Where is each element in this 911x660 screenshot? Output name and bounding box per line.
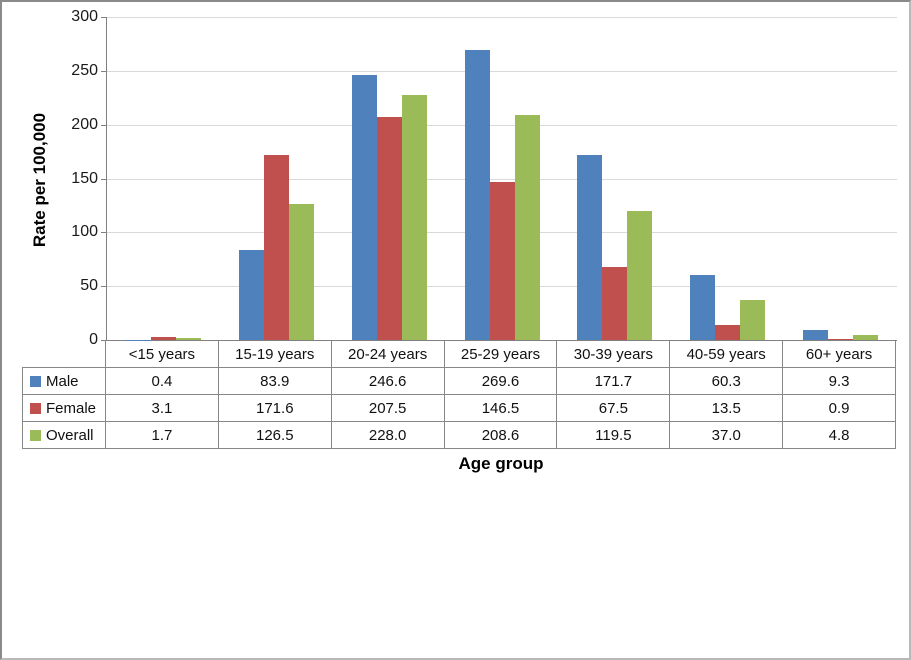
value-overall-20-24-years: 228.0 [331,422,445,449]
bar-male-25-29-years [464,49,490,340]
value-male-30-39-years: 171.7 [557,368,671,395]
bar-overall-15-years [175,338,201,340]
value-overall-15-19-years: 126.5 [218,422,332,449]
bar-female-40-59-years [715,325,741,340]
y-tick-label: 200 [71,115,98,133]
y-tick-mark [101,340,106,341]
table-corner-cell [22,341,106,368]
bar-male-30-39-years [577,155,603,340]
series-name: Overall [46,426,94,444]
y-tick-mark [101,17,106,18]
series-name: Male [46,372,79,390]
value-male-20-24-years: 246.6 [331,368,445,395]
category-header-20-24-years: 20-24 years [331,341,445,368]
series-label-female: Female [22,395,106,422]
y-tick-mark [101,124,106,126]
value-female-60-years: 0.9 [783,395,896,422]
category-header-60-years: 60+ years [783,341,896,368]
value-female-15-years: 3.1 [106,395,219,422]
y-tick-mark [101,178,106,180]
value-overall-40-59-years: 37.0 [670,422,784,449]
value-male-15-19-years: 83.9 [218,368,332,395]
value-female-30-39-years: 67.5 [557,395,671,422]
bar-overall-60-years [853,334,879,340]
value-male-40-59-years: 60.3 [670,368,784,395]
bar-male-60-years [803,330,829,340]
bar-overall-20-24-years [401,94,427,340]
y-tick-mark [101,232,106,234]
bar-overall-40-59-years [740,300,766,340]
gridline [107,178,897,180]
legend-swatch-male [30,375,41,387]
bar-male-20-24-years [351,74,377,340]
bar-overall-15-19-years [288,203,314,340]
bar-overall-30-39-years [627,211,653,340]
bar-female-30-39-years [602,267,628,340]
y-tick-label: 250 [71,61,98,79]
series-name: Female [46,399,97,417]
plot-area [106,17,897,341]
y-tick-mark [101,286,106,288]
value-female-20-24-years: 207.5 [331,395,445,422]
category-header-30-39-years: 30-39 years [557,341,671,368]
bar-female-60-years [828,339,854,340]
category-header-15-years: <15 years [106,341,219,368]
bar-male-15-19-years [238,249,264,340]
y-tick-label: 100 [71,223,98,241]
value-overall-30-39-years: 119.5 [557,422,671,449]
category-header-15-19-years: 15-19 years [218,341,332,368]
value-male-15-years: 0.4 [106,368,219,395]
x-axis-title: Age group [458,454,544,473]
bar-female-25-29-years [489,182,515,340]
category-header-25-29-years: 25-29 years [444,341,558,368]
bar-female-15-years [150,336,176,340]
legend-swatch-overall [30,429,41,441]
data-table: <15 years 15-19 years 20-24 years 25-29 yea… [22,341,896,449]
gridline [107,70,897,72]
y-tick-label: 300 [71,8,98,25]
value-male-25-29-years: 269.6 [444,368,558,395]
value-overall-25-29-years: 208.6 [444,422,558,449]
value-female-40-59-years: 13.5 [670,395,784,422]
legend-swatch-female [30,402,41,414]
value-female-15-19-years: 171.6 [218,395,332,422]
gridline [107,124,897,126]
value-male-60-years: 9.3 [783,368,896,395]
value-overall-15-years: 1.7 [106,422,219,449]
series-label-overall: Overall [22,422,106,449]
y-tick-label: 50 [80,277,98,295]
bar-overall-25-29-years [514,115,540,340]
y-tick-mark [101,70,106,72]
category-header-40-59-years: 40-59 years [670,341,784,368]
series-label-male: Male [22,368,106,395]
gridline [107,17,897,18]
y-tick-label: 0 [89,331,98,348]
y-tick-label: 150 [71,169,98,187]
bar-female-20-24-years [376,116,402,340]
bar-female-15-19-years [263,155,289,340]
value-female-25-29-years: 146.5 [444,395,558,422]
bar-male-40-59-years [690,275,716,340]
value-overall-60-years: 4.8 [783,422,896,449]
